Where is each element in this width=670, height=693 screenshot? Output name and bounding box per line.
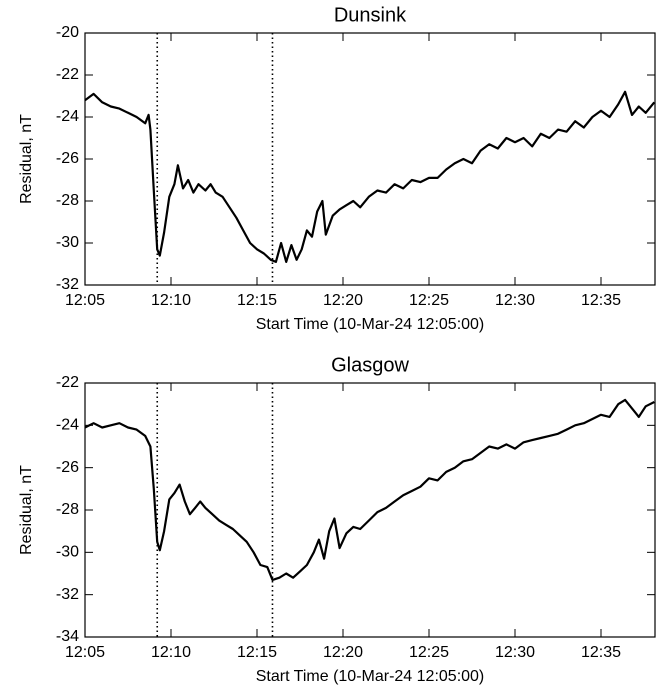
y-tick-label: -30 (56, 544, 79, 561)
x-tick-label: 12:20 (323, 644, 363, 661)
y-tick-label: -26 (56, 459, 79, 476)
y-tick-label: -24 (56, 108, 79, 125)
x-tick-label: 12:35 (581, 644, 621, 661)
plot-frame (84, 32, 656, 286)
plot-frame (84, 382, 656, 638)
chart-title: Dunsink (334, 4, 407, 26)
x-tick-label: 12:25 (409, 292, 449, 309)
y-axis-title: Residual, nT (18, 114, 35, 204)
x-axis-title: Start Time (10-Mar-24 12:05:00) (256, 316, 485, 333)
y-tick-label: -26 (56, 150, 79, 167)
y-tick-label: -22 (56, 374, 79, 391)
y-tick-label: -20 (56, 24, 79, 41)
y-tick-label: -32 (56, 276, 79, 293)
x-tick-label: 12:05 (65, 644, 105, 661)
y-axis-title: Residual, nT (18, 465, 35, 555)
data-line (84, 90, 656, 263)
y-tick-label: -34 (56, 628, 79, 645)
x-tick-label: 12:20 (323, 292, 363, 309)
x-tick-label: 12:35 (581, 292, 621, 309)
x-axis-title: Start Time (10-Mar-24 12:05:00) (256, 668, 485, 685)
x-tick-label: 12:25 (409, 644, 449, 661)
y-tick-label: -28 (56, 501, 79, 518)
x-tick-label: 12:15 (237, 644, 277, 661)
x-tick-label: 12:05 (65, 292, 105, 309)
y-tick-label: -30 (56, 234, 79, 251)
y-tick-label: -24 (56, 417, 79, 434)
y-tick-label: -28 (56, 192, 79, 209)
x-tick-label: 12:10 (151, 292, 191, 309)
x-tick-label: 12:15 (237, 292, 277, 309)
x-tick-label: 12:30 (495, 292, 535, 309)
chart-title: Glasgow (331, 354, 409, 376)
data-line (84, 398, 655, 581)
x-tick-label: 12:10 (151, 644, 191, 661)
y-tick-label: -32 (56, 586, 79, 603)
x-tick-label: 12:30 (495, 644, 535, 661)
y-tick-label: -22 (56, 66, 79, 83)
